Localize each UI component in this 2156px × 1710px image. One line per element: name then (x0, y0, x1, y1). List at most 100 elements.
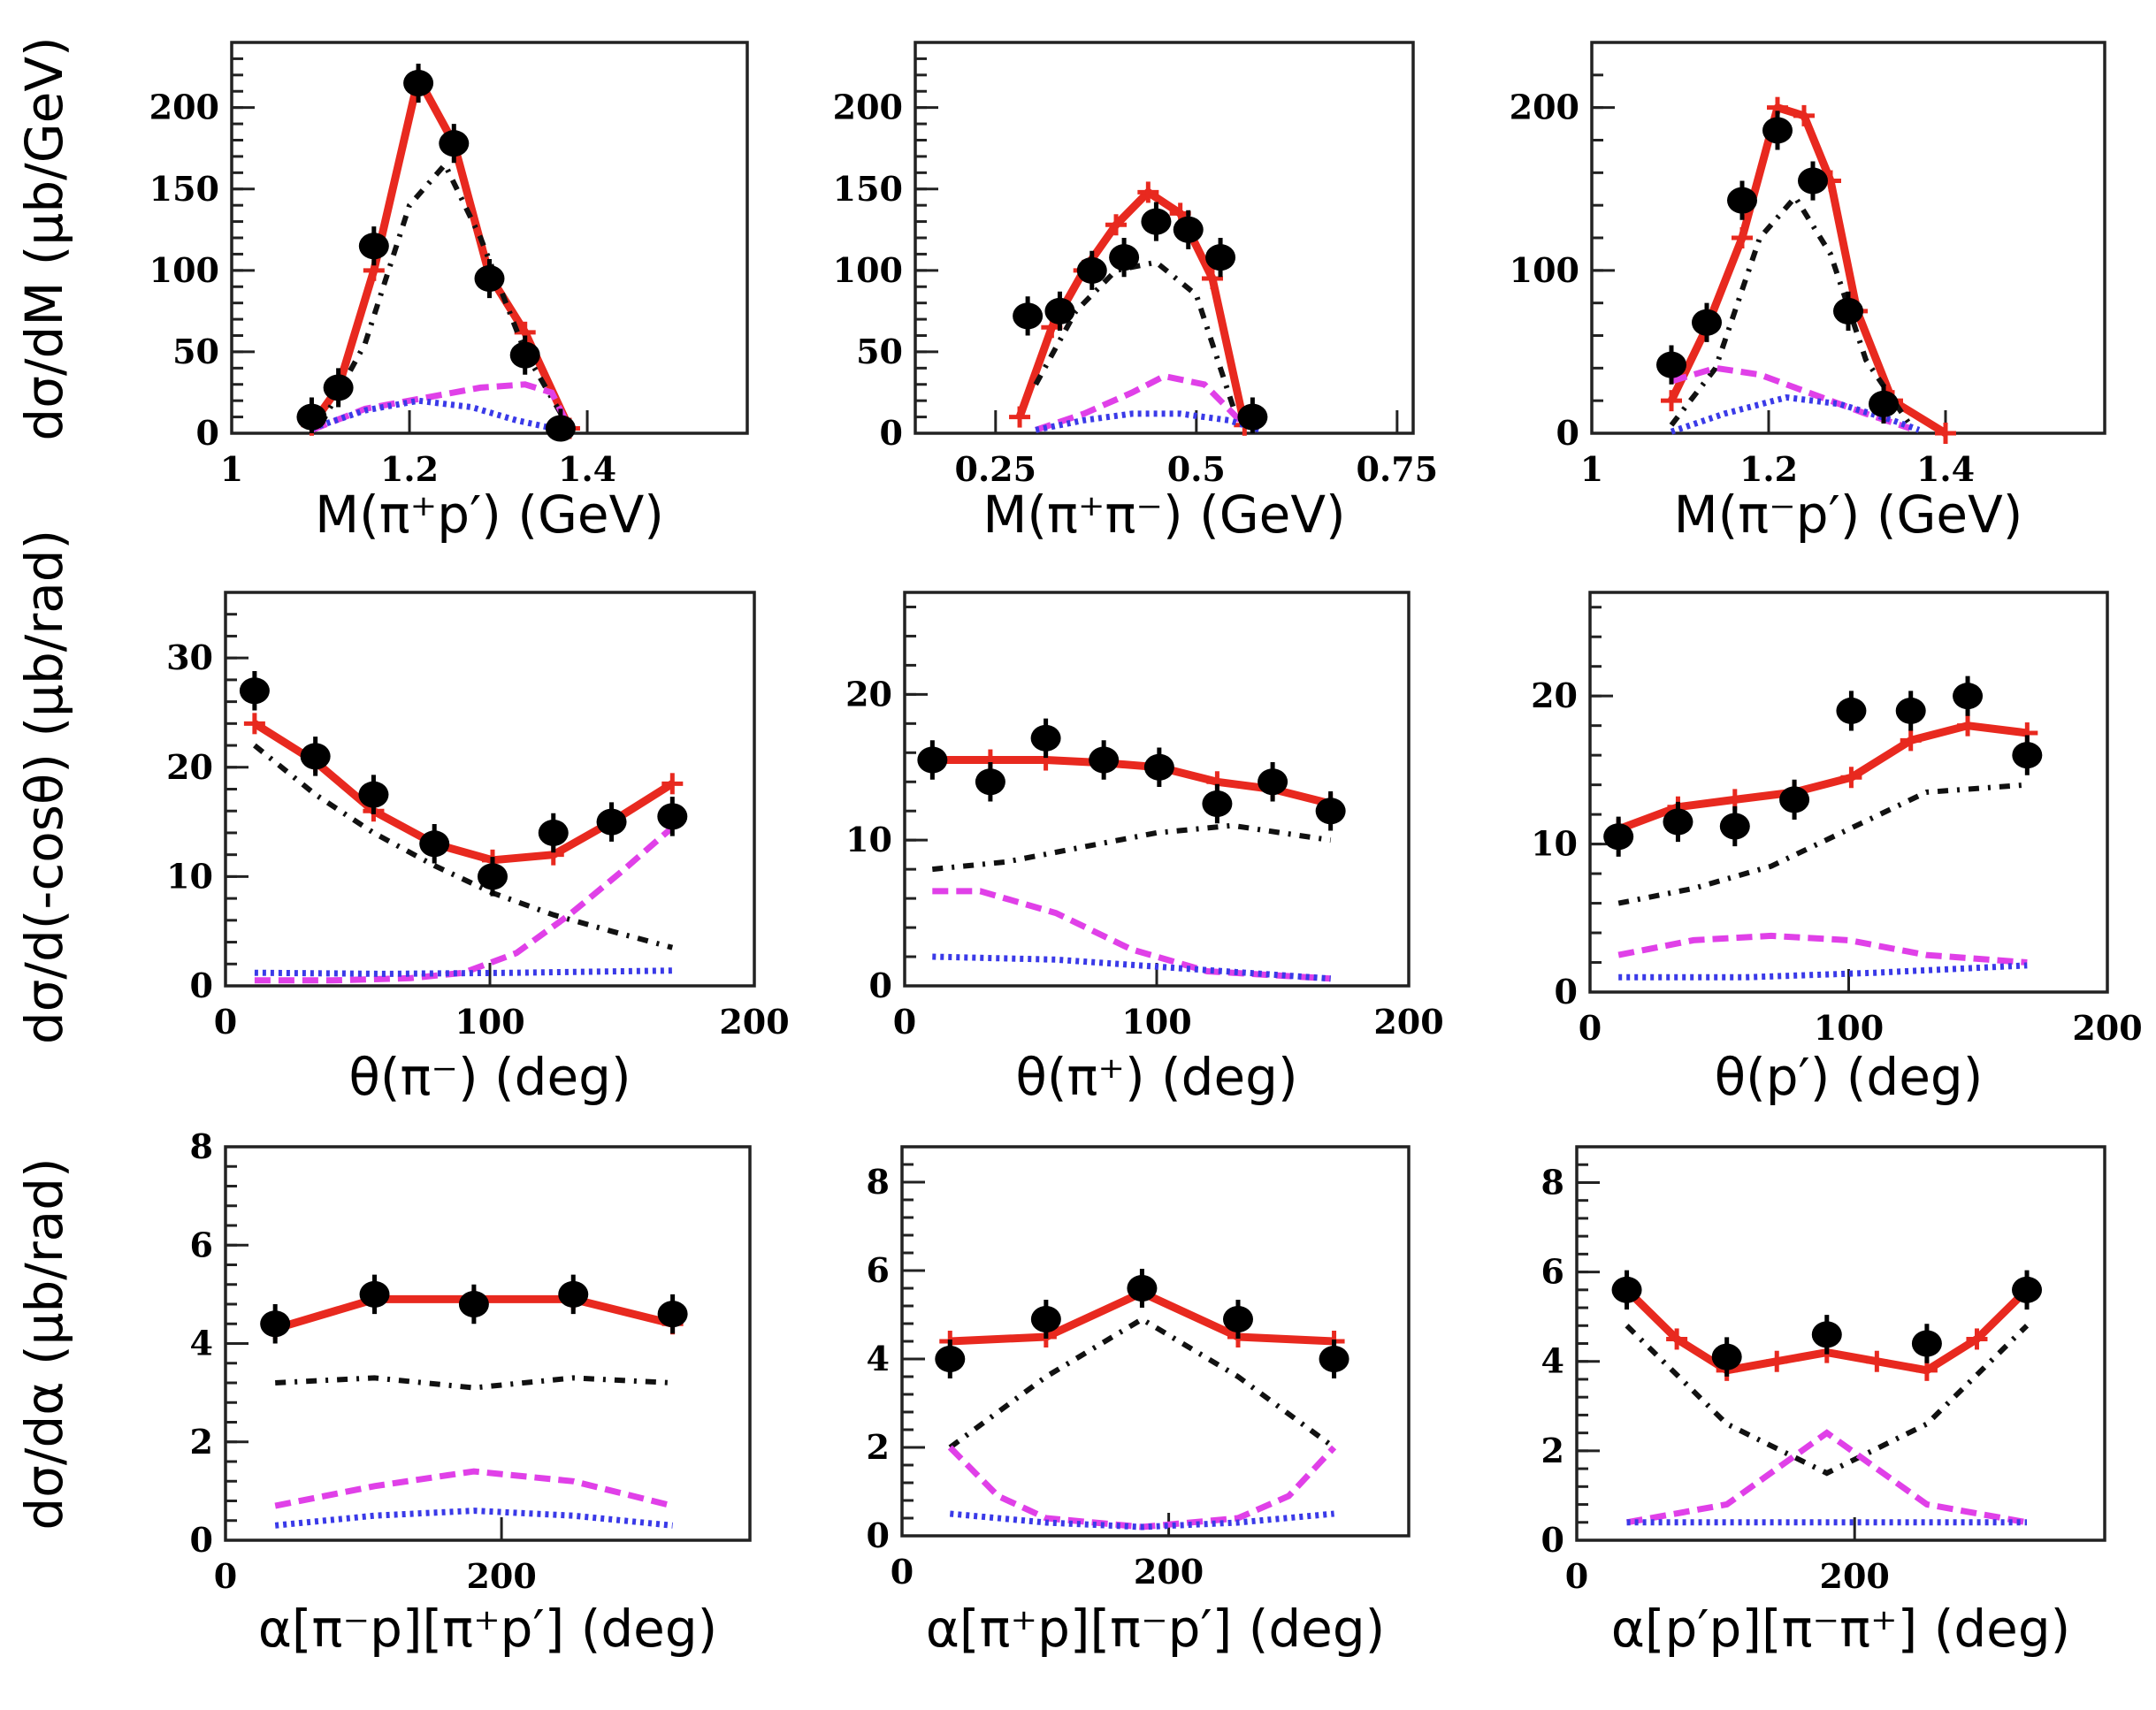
series-model (1667, 103, 1948, 437)
y-tick-label: 0 (1555, 972, 1578, 1011)
data-point (1109, 244, 1140, 271)
data-point (1711, 1343, 1742, 1370)
series-component-blue (949, 1510, 1334, 1531)
data-point (1798, 167, 1828, 195)
series-dominant (1625, 1324, 2030, 1477)
data-point (1762, 117, 1793, 144)
plot-frame (1575, 1145, 2106, 1542)
y-axis-label: dσ/d(-cosθ) (μb/rad) (14, 530, 74, 1044)
x-axis-label: M(π⁺p′) (GeV) (315, 485, 664, 545)
data-point (509, 341, 540, 369)
x-axis-label: M(π⁻p′) (GeV) (1674, 485, 2023, 545)
x-tick-label: 1.4 (1916, 449, 1975, 489)
data-point (1727, 187, 1757, 214)
data-point (477, 863, 508, 890)
y-tick-label: 0 (1556, 413, 1579, 453)
data-point (1611, 1276, 1642, 1303)
data-point (1779, 786, 1810, 813)
y-tick-label: 6 (1541, 1252, 1564, 1292)
x-tick-label: 1 (220, 449, 243, 489)
x-tick-label: 0 (214, 1002, 237, 1042)
y-tick-label: 200 (833, 88, 903, 127)
data-point (1202, 790, 1233, 817)
data-point (1030, 724, 1061, 752)
data-point (1315, 798, 1346, 825)
x-axis-label: θ(π⁻) (deg) (348, 1047, 631, 1107)
y-tick-label: 0 (190, 1520, 213, 1560)
data-point (1692, 309, 1722, 336)
x-tick-label: 0 (1579, 1008, 1602, 1048)
data-point (474, 265, 505, 293)
x-tick-label: 1.2 (1739, 449, 1798, 489)
y-tick-label: 8 (867, 1162, 890, 1202)
y-tick-label: 10 (845, 820, 892, 859)
y-tick-label: 2 (190, 1422, 213, 1462)
series-component-blue (254, 967, 673, 977)
y-tick-label: 100 (833, 250, 903, 290)
series-component-blue (1618, 962, 2028, 981)
data-point (1013, 302, 1044, 330)
y-tick-label: 2 (867, 1427, 890, 1467)
y-tick-label: 100 (1510, 250, 1579, 290)
data-point (1143, 753, 1174, 781)
data-point (1089, 746, 1120, 774)
data-point (1237, 403, 1268, 431)
plot-frame (230, 41, 749, 435)
data-point (1719, 813, 1750, 840)
data-point (1319, 1346, 1349, 1372)
y-tick-label: 10 (166, 856, 213, 896)
data-point (538, 819, 569, 846)
y-tick-label: 0 (867, 1515, 890, 1555)
series-dominant (253, 743, 674, 950)
data-point (1076, 256, 1107, 284)
x-tick-label: 200 (466, 1556, 536, 1596)
data-point (558, 1280, 589, 1308)
series-component-magenta (947, 1445, 1337, 1531)
y-tick-label: 0 (880, 413, 903, 453)
data-point (296, 403, 327, 431)
y-tick-label: 100 (149, 250, 219, 290)
data-point (1173, 216, 1204, 243)
y-tick-label: 20 (1531, 676, 1578, 715)
y-tick-label: 4 (190, 1324, 213, 1363)
plot-frame (224, 1145, 752, 1542)
x-axis-label: θ(π⁺) (deg) (1015, 1047, 1297, 1107)
y-tick-label: 200 (1510, 88, 1579, 127)
series-dominant (932, 822, 1332, 873)
series-component-blue (1670, 393, 1921, 435)
data-point (657, 1301, 688, 1328)
y-axis-label: dσ/dα (μb/rad) (14, 1157, 74, 1530)
data-point (917, 746, 948, 774)
data-point (1811, 1321, 1842, 1348)
data-point (2012, 1276, 2043, 1303)
y-tick-label: 4 (1541, 1341, 1564, 1381)
x-axis-label: α[π⁻p][π⁺p′] (deg) (258, 1599, 718, 1659)
y-tick-label: 200 (149, 88, 219, 127)
x-tick-label: 100 (1121, 1002, 1191, 1042)
x-axis-label: α[π⁺p][π⁻p′] (deg) (926, 1599, 1386, 1659)
x-tick-label: 200 (1373, 1002, 1443, 1042)
data-point (1222, 1306, 1253, 1332)
x-tick-label: 200 (2072, 1008, 2142, 1048)
y-axis-label: dσ/dM (μb/GeV) (14, 36, 74, 440)
data-point (300, 743, 331, 770)
series-component-blue (274, 1508, 673, 1529)
x-axis-label: θ(p′) (deg) (1715, 1047, 1984, 1107)
y-tick-label: 0 (196, 413, 219, 453)
data-point (1030, 1306, 1061, 1332)
data-point (439, 130, 470, 157)
x-tick-label: 200 (1820, 1556, 1890, 1596)
y-tick-label: 150 (149, 169, 219, 209)
x-tick-label: 0 (1565, 1556, 1588, 1596)
data-point (323, 374, 354, 401)
data-point (2012, 742, 2043, 769)
x-tick-label: 0.25 (955, 449, 1037, 489)
x-tick-label: 1.4 (558, 449, 616, 489)
data-point (403, 70, 434, 97)
x-tick-label: 0 (214, 1556, 237, 1596)
data-point (1603, 823, 1634, 851)
